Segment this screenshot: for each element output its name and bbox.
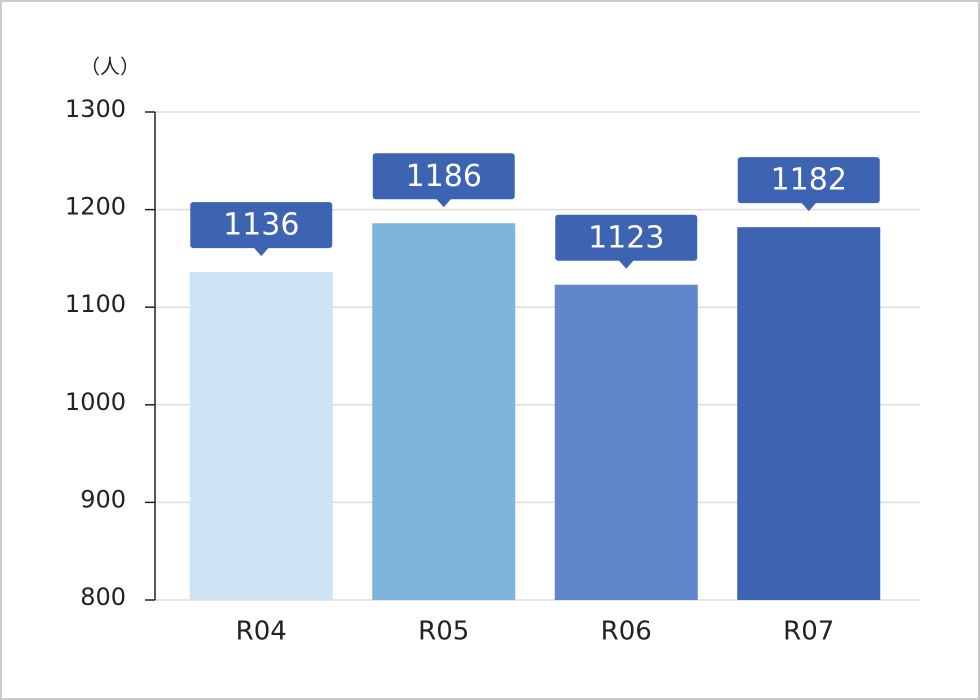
- label-box: [372, 153, 515, 200]
- y-tick-label: 1200: [65, 193, 126, 221]
- label-box: [190, 202, 333, 249]
- y-tick-label: 1100: [65, 290, 126, 318]
- y-tick-label: 1300: [65, 95, 126, 123]
- x-tick-label: R06: [601, 617, 652, 647]
- value-label: 1186: [406, 159, 482, 194]
- value-label: 1182: [771, 163, 847, 198]
- x-tick-label: R07: [783, 617, 834, 647]
- label-pointer: [253, 247, 270, 257]
- bar: [737, 227, 881, 600]
- y-tick-label: 800: [80, 583, 126, 611]
- label-box: [555, 214, 698, 261]
- label-pointer: [800, 202, 817, 212]
- y-tick-label: 1000: [65, 388, 126, 416]
- y-tick-label: 900: [80, 485, 126, 513]
- label-box: [737, 157, 880, 204]
- value-label: 1123: [588, 220, 664, 255]
- x-tick-label: R05: [418, 617, 469, 647]
- x-tick-label: R04: [236, 617, 287, 647]
- value-label: 1136: [223, 208, 299, 243]
- bar: [554, 284, 698, 600]
- label-pointer: [435, 198, 452, 208]
- unit-label: （人）: [80, 55, 140, 79]
- bar: [189, 272, 333, 600]
- bar: [372, 223, 516, 600]
- label-pointer: [618, 259, 635, 269]
